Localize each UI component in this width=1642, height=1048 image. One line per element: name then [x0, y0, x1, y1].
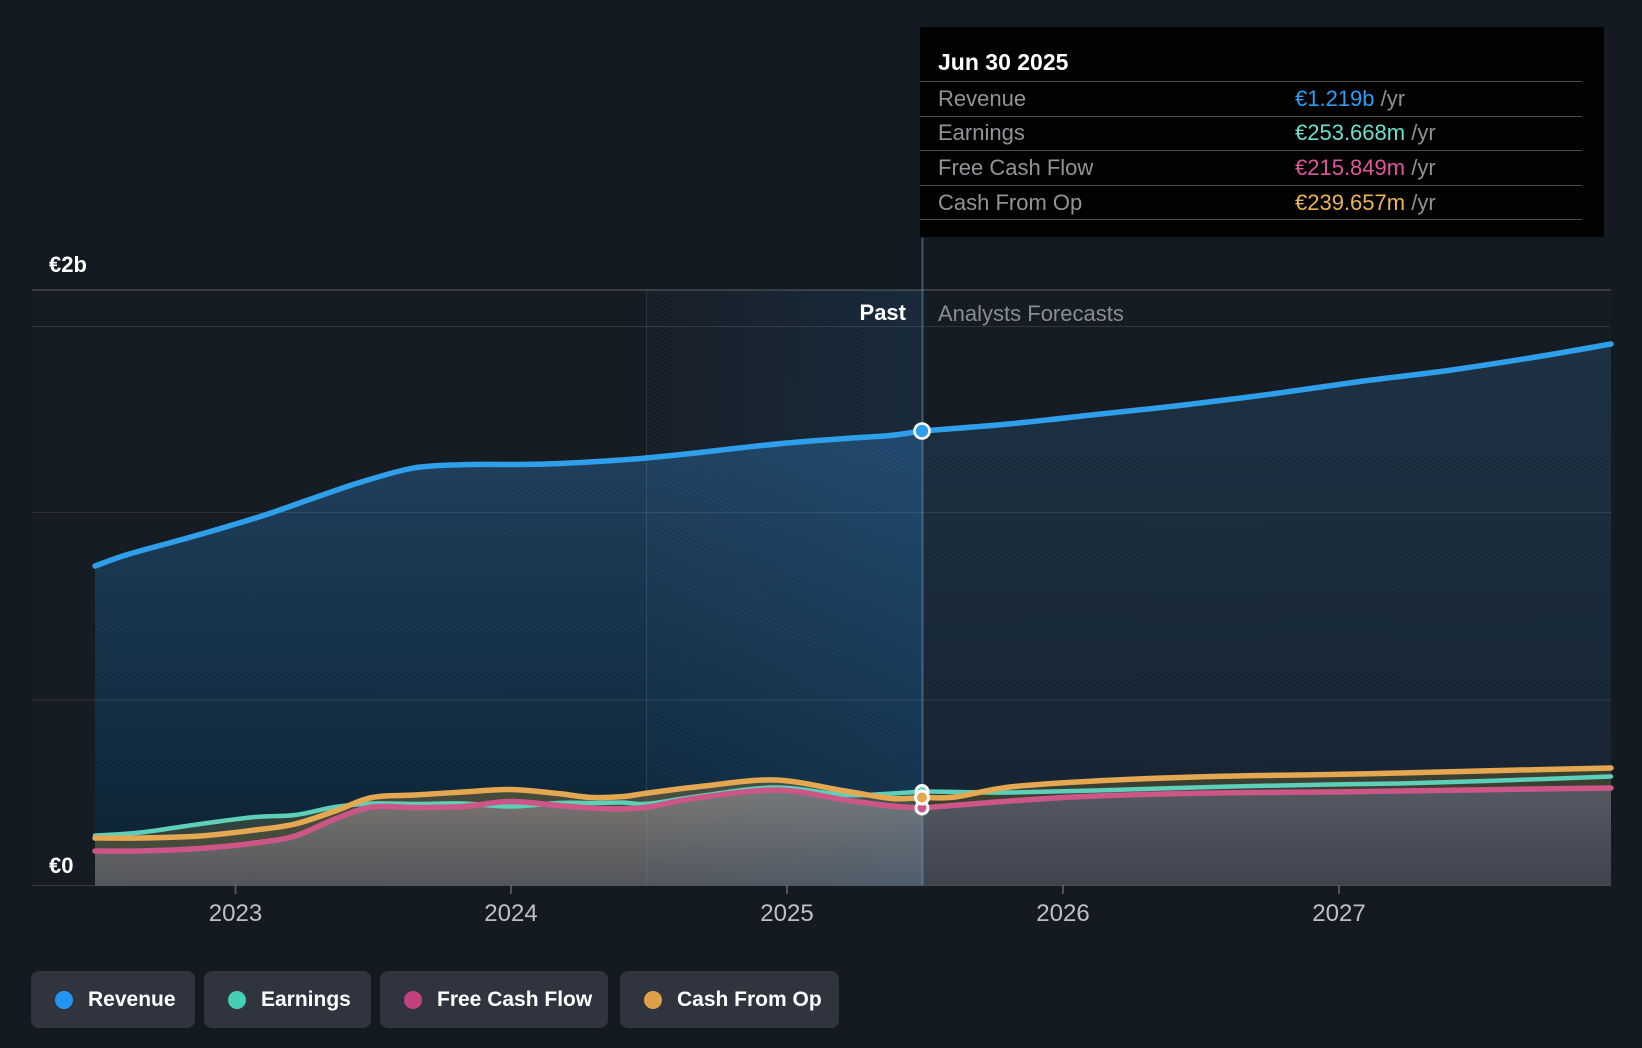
svg-text:Past: Past — [860, 300, 907, 325]
svg-text:2024: 2024 — [484, 900, 537, 927]
svg-text:€2b: €2b — [49, 252, 87, 277]
svg-text:€0: €0 — [49, 853, 73, 878]
svg-text:2026: 2026 — [1036, 900, 1089, 927]
svg-text:2023: 2023 — [209, 900, 262, 927]
svg-text:Analysts Forecasts: Analysts Forecasts — [938, 301, 1124, 326]
svg-text:2027: 2027 — [1312, 900, 1365, 927]
svg-text:2025: 2025 — [760, 900, 813, 927]
